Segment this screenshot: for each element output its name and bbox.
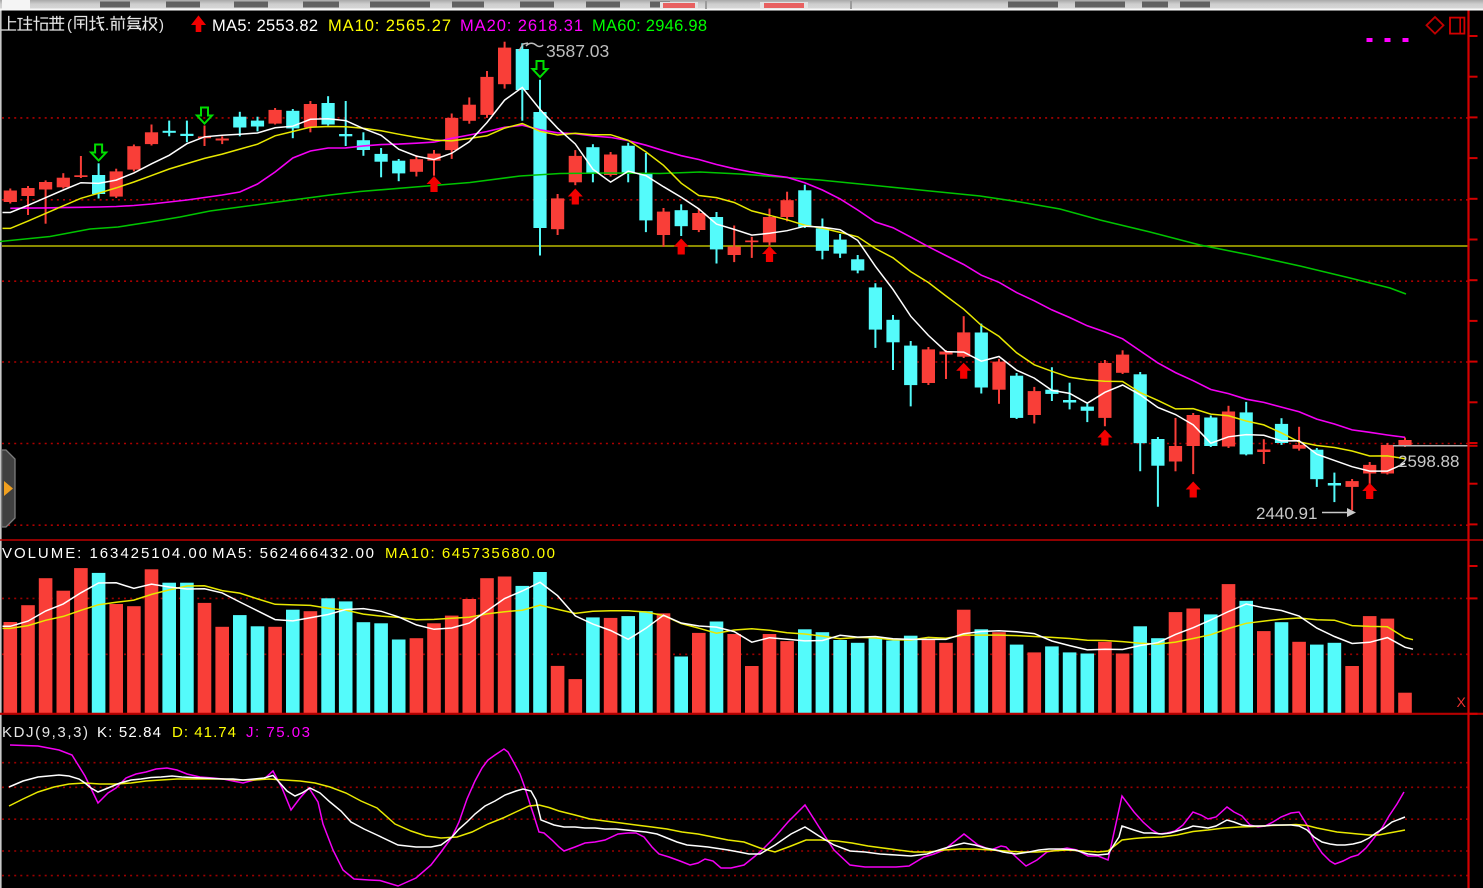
svg-text:2440.91: 2440.91 (1256, 504, 1317, 523)
svg-text:KDJ(9,3,3): KDJ(9,3,3) (2, 724, 88, 741)
svg-text:3587.03: 3587.03 (546, 41, 609, 61)
svg-text:MA10: 645735680.00: MA10: 645735680.00 (385, 545, 555, 562)
svg-text:2598.88: 2598.88 (1398, 452, 1459, 471)
svg-text:MA5: 2553.82: MA5: 2553.82 (212, 17, 318, 35)
svg-text:J: 75.03: J: 75.03 (246, 724, 310, 741)
svg-text:(: ( (67, 17, 72, 34)
svg-text:D: 41.74: D: 41.74 (172, 724, 236, 741)
svg-text:MA60: 2946.98: MA60: 2946.98 (592, 17, 707, 35)
svg-text:MA10: 2565.27: MA10: 2565.27 (328, 17, 451, 35)
svg-text:): ) (159, 17, 164, 34)
svg-text:VOLUME: 163425104.00: VOLUME: 163425104.00 (2, 545, 207, 562)
svg-text:MA20: 2618.31: MA20: 2618.31 (460, 17, 583, 35)
svg-text:K: 52.84: K: 52.84 (97, 724, 161, 741)
svg-text:X: X (1457, 694, 1467, 710)
svg-text:.: . (105, 17, 109, 34)
